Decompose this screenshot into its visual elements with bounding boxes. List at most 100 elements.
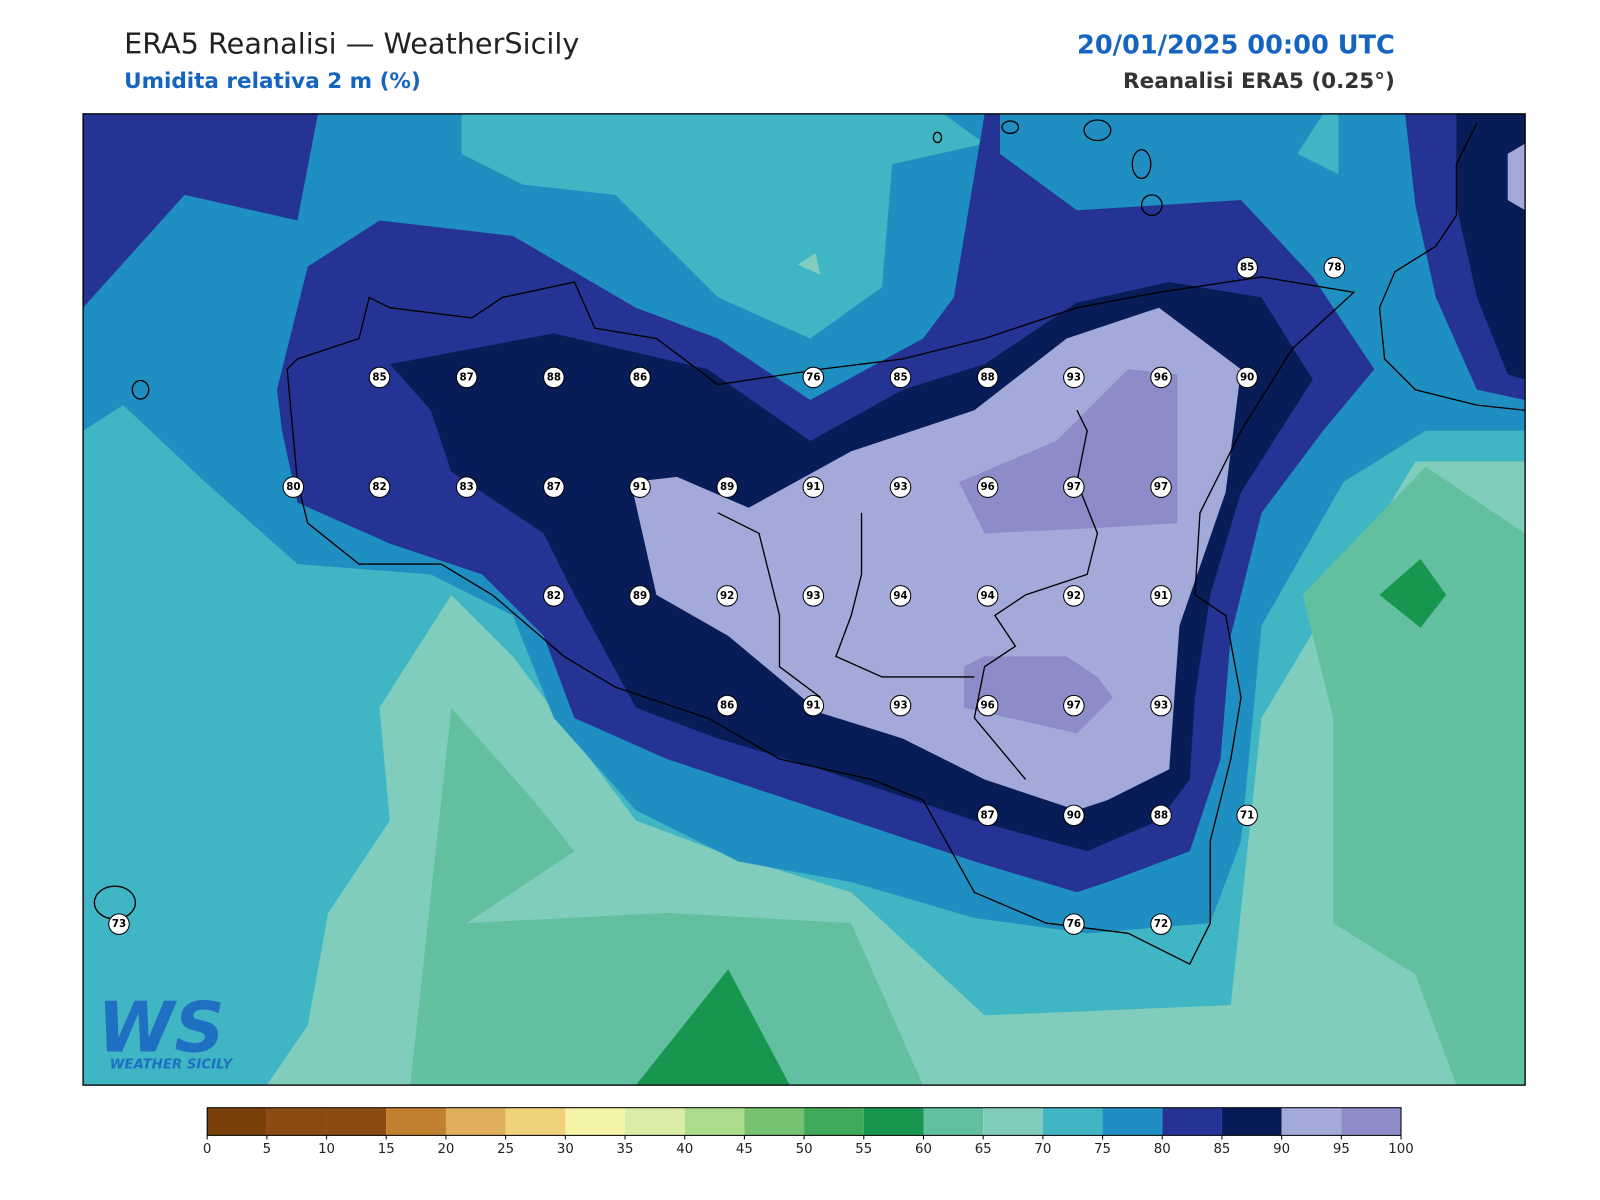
logo-name: WEATHER SICILY	[110, 1058, 234, 1073]
station-value: 73	[112, 918, 126, 930]
station-value: 78	[1327, 262, 1341, 274]
contour-55	[1379, 558, 1447, 628]
island	[131, 379, 150, 400]
colorbar-tick-label: 80	[1154, 1142, 1171, 1157]
contour-65	[797, 253, 821, 275]
stations: 85 87 88 86 76 85 88 93 96 90 85 78 80 82 83 87 91 89 91 93…	[108, 256, 1346, 935]
colorbar-tick-label: 30	[557, 1142, 574, 1157]
station-value: 90	[1067, 809, 1081, 821]
station-value: 93	[1154, 700, 1168, 712]
island	[1140, 194, 1163, 217]
station-marker	[543, 585, 565, 607]
station-value: 92	[1067, 590, 1081, 602]
station-marker	[716, 585, 738, 607]
colorbar-bin	[1162, 1107, 1222, 1136]
contour-80	[83, 113, 318, 308]
station-marker	[716, 476, 738, 498]
contour-60	[410, 707, 924, 1086]
title: ERA5 Reanalisi — WeatherSicily	[124, 26, 579, 60]
station-value: 91	[633, 481, 647, 493]
colorbar-tick-label: 55	[855, 1142, 872, 1157]
station-value: 96	[981, 481, 995, 493]
station-value: 87	[547, 481, 561, 493]
colorbar-bin	[207, 1107, 267, 1136]
station-marker	[629, 476, 651, 498]
station-value: 85	[893, 371, 907, 383]
station-value: 97	[1067, 481, 1081, 493]
station-marker	[368, 366, 391, 389]
station-marker	[368, 476, 391, 498]
station-value: 91	[806, 481, 820, 493]
station-value: 97	[1154, 481, 1168, 493]
station-value: 93	[1067, 371, 1081, 383]
colorbar-tick-label: 10	[318, 1142, 335, 1157]
station-value: 96	[981, 700, 995, 712]
station-value: 97	[1067, 700, 1081, 712]
station-marker	[716, 694, 738, 717]
station-marker	[1236, 804, 1258, 827]
station-marker	[1063, 476, 1085, 498]
colorbar-bin	[1102, 1107, 1163, 1136]
station-marker	[455, 366, 478, 389]
station-value: 91	[1154, 590, 1168, 602]
station-marker	[1063, 804, 1085, 827]
station-value: 71	[1240, 809, 1254, 821]
island	[932, 131, 943, 144]
logo: WS WEATHER SICILY	[97, 987, 233, 1072]
station-marker	[1150, 804, 1172, 827]
station-marker	[802, 476, 825, 498]
colorbar-tick-label: 65	[975, 1142, 992, 1157]
station-value: 88	[981, 371, 995, 383]
colorbar-tick-label: 35	[617, 1142, 634, 1157]
colorbar-bin	[1042, 1107, 1103, 1136]
province-border	[973, 409, 1099, 780]
station-marker	[282, 476, 305, 498]
colorbar-bin	[923, 1107, 984, 1136]
colorbar-tick-label: 95	[1333, 1142, 1350, 1157]
contour-70	[461, 113, 985, 339]
station-marker	[1236, 366, 1258, 389]
colorbar-tick-label: 40	[676, 1142, 693, 1157]
coastline	[286, 276, 1356, 965]
colorbar-bin	[863, 1107, 924, 1136]
colorbar-tick-label: 45	[736, 1142, 753, 1157]
subtitle: Umidita relativa 2 m (%)	[124, 69, 421, 94]
station-value: 93	[893, 481, 907, 493]
station-marker	[976, 804, 999, 827]
colorbar-tick-label: 100	[1388, 1142, 1413, 1157]
colorbar-bin	[326, 1107, 387, 1136]
colorbar-bin	[565, 1107, 626, 1136]
contour-60	[1302, 466, 1526, 1086]
station-value: 89	[633, 590, 647, 602]
colorbar-tick-label: 85	[1213, 1142, 1230, 1157]
station-marker	[976, 476, 999, 498]
station-value: 94	[981, 590, 995, 602]
station-marker	[889, 694, 912, 717]
station-marker	[1063, 366, 1085, 389]
station-marker	[629, 585, 651, 607]
colorbar-tick-label: 20	[437, 1142, 454, 1157]
map-frame	[82, 113, 1526, 1086]
colorbar-bin	[386, 1107, 446, 1136]
station-value: 88	[547, 371, 561, 383]
colorbar-tick-label: 5	[263, 1142, 271, 1157]
station-value: 94	[893, 590, 907, 602]
logo-mark: WS	[97, 987, 224, 1068]
station-marker	[455, 476, 478, 498]
colorbar-bin	[1341, 1107, 1402, 1136]
station-marker	[802, 694, 825, 717]
station-marker	[108, 913, 130, 935]
province-border	[835, 512, 975, 678]
station-marker	[1063, 694, 1085, 717]
station-marker	[1150, 585, 1172, 607]
colorbar-bin	[1281, 1107, 1342, 1136]
station-marker	[1063, 913, 1085, 935]
colorbar-tick-label: 15	[378, 1142, 395, 1157]
island	[1001, 120, 1020, 134]
station-marker	[976, 585, 999, 607]
station-value: 90	[1240, 371, 1254, 383]
contour-90	[1507, 143, 1526, 211]
station-marker	[1063, 585, 1085, 607]
datetime: 20/01/2025 00:00 UTC	[1077, 30, 1395, 60]
station-marker	[543, 366, 565, 389]
